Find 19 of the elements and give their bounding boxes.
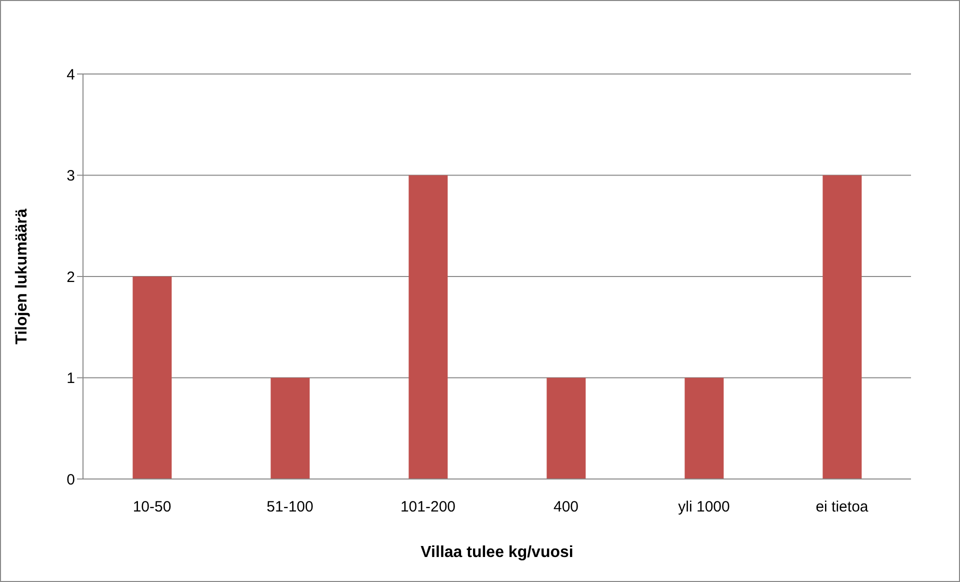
- y-tick-label: 0: [66, 471, 75, 488]
- y-tick-label: 3: [66, 168, 75, 185]
- bar: [132, 276, 172, 479]
- bar: [270, 378, 310, 479]
- x-tick-label: 10-50: [132, 498, 172, 516]
- x-tick-label: ei tietoa: [816, 498, 869, 516]
- bar: [684, 378, 724, 479]
- bar: [822, 175, 862, 479]
- y-tick-label: 1: [66, 370, 75, 388]
- x-tick-label: 400: [553, 498, 579, 516]
- y-axis-title: Tilojen lukumäärä: [14, 208, 31, 344]
- y-tick-label: 4: [66, 66, 75, 84]
- bar: [546, 378, 586, 479]
- x-tick-label: 101-200: [400, 498, 456, 516]
- y-tick-label: 2: [66, 268, 75, 286]
- bar: [408, 175, 448, 479]
- x-tick-label: yli 1000: [678, 498, 730, 516]
- x-axis-title: Villaa tulee kg/vuosi: [420, 544, 574, 561]
- x-tick-label: 51-100: [266, 498, 314, 516]
